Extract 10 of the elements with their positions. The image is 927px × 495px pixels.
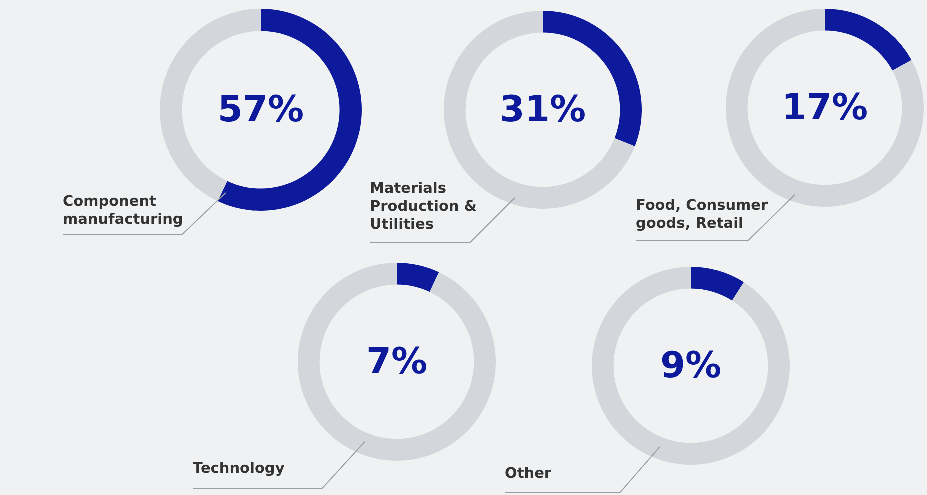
text: Other: [505, 465, 553, 483]
data-label: 31%: [500, 89, 586, 130]
text: Component manufacturing: [63, 193, 184, 229]
text: Technology: [193, 460, 286, 478]
data-label: 17%: [782, 87, 868, 128]
text: Food, Consumer goods, Retail: [636, 197, 770, 233]
data-label: 57%: [218, 89, 304, 130]
text: Materials Production & Utilities: [370, 180, 478, 234]
data-label: 9%: [660, 345, 722, 386]
data-label: 7%: [366, 341, 428, 382]
